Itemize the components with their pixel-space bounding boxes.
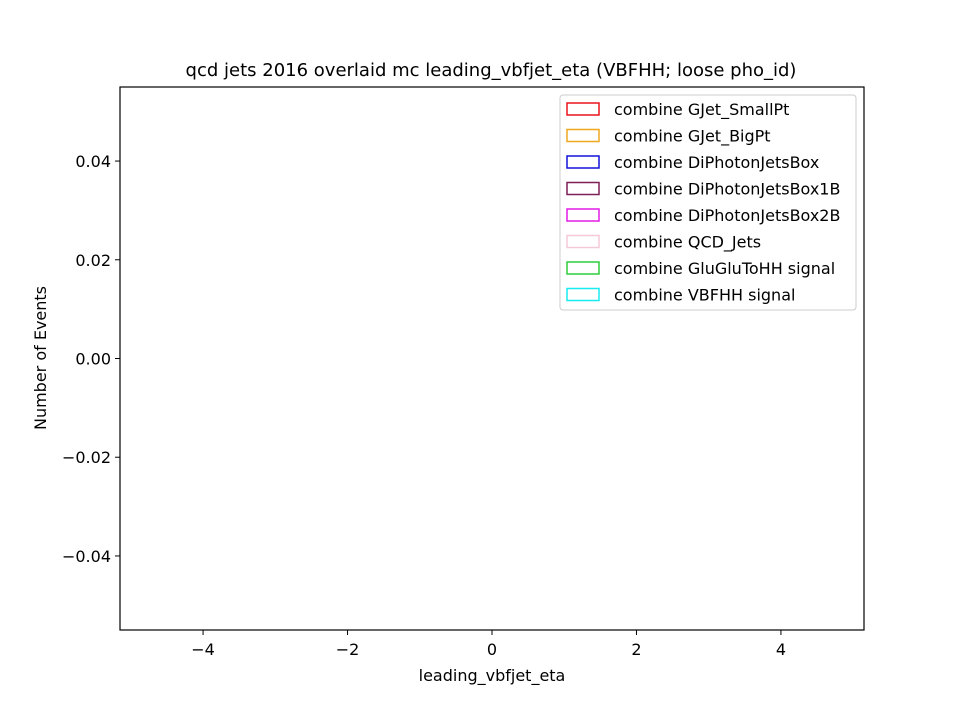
legend-swatch <box>566 155 600 169</box>
legend-swatch <box>566 181 600 196</box>
y-axis-ticks: −0.04 −0.02 0.00 0.02 0.04 <box>62 152 120 566</box>
x-tick-label: 0 <box>487 640 497 659</box>
legend-swatch <box>566 102 600 116</box>
x-tick-label: −4 <box>191 640 215 659</box>
legend-label: combine DiPhotonJetsBox <box>614 153 819 172</box>
legend-swatch <box>566 128 600 143</box>
x-axis-label: leading_vbfjet_eta <box>419 666 566 686</box>
x-tick-label: 2 <box>631 640 641 659</box>
y-tick-label: 0.04 <box>75 152 111 171</box>
legend-label: combine VBFHH signal <box>614 286 795 305</box>
x-axis-ticks: −4 −2 0 2 4 <box>191 630 786 659</box>
legend-frame <box>559 94 857 311</box>
legend-swatch <box>566 208 600 222</box>
legend-label: combine GJet_BigPt <box>614 127 771 147</box>
legend-label: combine GluGluToHH signal <box>614 259 835 278</box>
x-tick-label: −2 <box>336 640 360 659</box>
legend-label: combine DiPhotonJetsBox2B <box>614 206 840 225</box>
y-tick-label: −0.04 <box>62 547 111 566</box>
legend-swatch <box>566 234 600 249</box>
legend-label: combine DiPhotonJetsBox1B <box>614 180 840 199</box>
legend-label: combine GJet_SmallPt <box>614 100 789 120</box>
x-tick-label: 4 <box>776 640 786 659</box>
legend-swatch <box>566 287 600 302</box>
legend-swatch <box>566 261 600 275</box>
y-tick-label: 0.00 <box>75 350 111 369</box>
y-axis-label: Number of Events <box>31 286 50 430</box>
y-tick-label: −0.02 <box>62 448 111 467</box>
chart-title: qcd jets 2016 overlaid mc leading_vbfjet… <box>186 60 797 81</box>
legend-label: combine QCD_Jets <box>614 233 761 253</box>
y-tick-label: 0.02 <box>75 251 111 270</box>
